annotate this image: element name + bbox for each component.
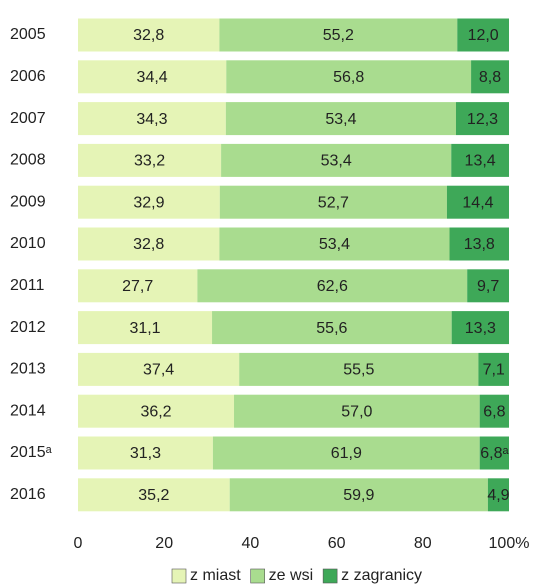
value-label: 14,4 <box>462 194 493 211</box>
bar-segment <box>78 478 230 512</box>
legend-swatch <box>250 568 265 584</box>
value-label: 6,8 <box>483 403 505 420</box>
value-label: 61,9 <box>331 445 362 462</box>
value-label: 6,8ᵃ <box>480 445 509 462</box>
value-label: 37,4 <box>143 362 174 379</box>
bar-segment <box>226 60 472 94</box>
value-label: 62,6 <box>317 278 348 295</box>
bar-segment <box>212 311 452 345</box>
value-label: 32,8 <box>133 27 164 44</box>
bar-segment <box>78 60 227 94</box>
y-tick-label: 2015ᵃ <box>10 444 53 461</box>
legend-label: z zagranicy <box>341 567 422 584</box>
y-tick-label: 2009 <box>10 193 46 210</box>
bar-segment <box>451 143 509 177</box>
bar-segment <box>221 143 452 177</box>
value-label: 34,4 <box>137 69 168 86</box>
value-label: 13,4 <box>465 153 496 170</box>
value-label: 13,8 <box>464 236 495 253</box>
y-tick-label: 2016 <box>10 486 46 503</box>
y-tick-label: 2011 <box>10 277 45 294</box>
bar-segment <box>212 436 480 470</box>
y-tick-label: 2007 <box>10 110 46 127</box>
bar-segment <box>219 18 458 52</box>
bar-segment <box>78 102 226 136</box>
value-label: 31,1 <box>129 320 160 337</box>
bar-segment <box>479 436 509 470</box>
bar-segment <box>78 143 222 177</box>
value-label: 59,9 <box>343 487 374 504</box>
bar-segment <box>487 478 509 512</box>
bar-segment <box>451 311 509 345</box>
bar-segment <box>229 478 488 512</box>
x-tick-label: 0 <box>74 535 83 552</box>
bar-segment <box>455 102 509 136</box>
legend-swatch <box>322 568 338 584</box>
value-label: 33,2 <box>134 153 165 170</box>
y-tick-label: 2010 <box>10 235 46 252</box>
value-label: 34,3 <box>136 111 167 128</box>
value-label: 36,2 <box>140 403 171 420</box>
value-label: 53,4 <box>321 153 352 170</box>
legend-label: z miast <box>190 567 241 584</box>
bar-segment <box>457 18 509 52</box>
legend-swatch <box>171 568 187 584</box>
value-label: 55,6 <box>316 320 347 337</box>
bar-segment <box>78 227 220 261</box>
value-label: 27,7 <box>122 278 153 295</box>
value-label: 55,2 <box>323 27 354 44</box>
y-tick-label: 2005 <box>10 26 46 43</box>
bar-segment <box>449 227 509 261</box>
legend-label: ze wsi <box>269 567 313 584</box>
bar-segment <box>78 18 220 52</box>
value-label: 35,2 <box>138 487 169 504</box>
bar-segment <box>219 185 447 219</box>
y-tick-label: 2014 <box>10 402 46 419</box>
value-label: 31,3 <box>130 445 161 462</box>
value-label: 53,4 <box>319 236 350 253</box>
value-label: 12,3 <box>467 111 498 128</box>
value-label: 55,5 <box>343 362 374 379</box>
value-label: 12,0 <box>468 27 499 44</box>
value-label: 7,1 <box>483 362 505 379</box>
x-tick-label: 60 <box>328 535 346 552</box>
bar-segment <box>234 394 480 428</box>
bar-segment <box>78 436 213 470</box>
value-label: 53,4 <box>325 111 356 128</box>
value-label: 56,8 <box>333 69 364 86</box>
bar-segment <box>467 269 509 303</box>
x-tick-label: 40 <box>242 535 260 552</box>
bar-segment <box>225 102 456 136</box>
bar-segment <box>78 311 213 345</box>
value-label: 57,0 <box>341 403 372 420</box>
bar-segment <box>78 185 220 219</box>
bar-segment <box>478 352 509 386</box>
bar-segment <box>78 269 198 303</box>
y-tick-label: 2008 <box>10 152 46 169</box>
value-label: 32,8 <box>133 236 164 253</box>
y-tick-label: 2006 <box>10 68 46 85</box>
x-tick-label: 80 <box>414 535 432 552</box>
value-label: 4,9 <box>487 487 509 504</box>
bar-segment <box>446 185 509 219</box>
y-tick-label: 2013 <box>10 361 46 378</box>
bar-segment <box>239 352 479 386</box>
value-label: 52,7 <box>318 194 349 211</box>
bar-segment <box>219 227 450 261</box>
x-tick-label: 20 <box>155 535 173 552</box>
y-tick-label: 2012 <box>10 319 46 336</box>
bar-segment <box>78 394 235 428</box>
bar-segment <box>479 394 509 428</box>
bar-segment <box>471 60 509 94</box>
bar-segment <box>197 269 468 303</box>
value-label: 8,8 <box>479 69 501 86</box>
bar-segment <box>78 352 240 386</box>
value-label: 9,7 <box>477 278 499 295</box>
x-tick-label: 100% <box>489 535 530 552</box>
value-label: 13,3 <box>465 320 496 337</box>
value-label: 32,9 <box>133 194 164 211</box>
